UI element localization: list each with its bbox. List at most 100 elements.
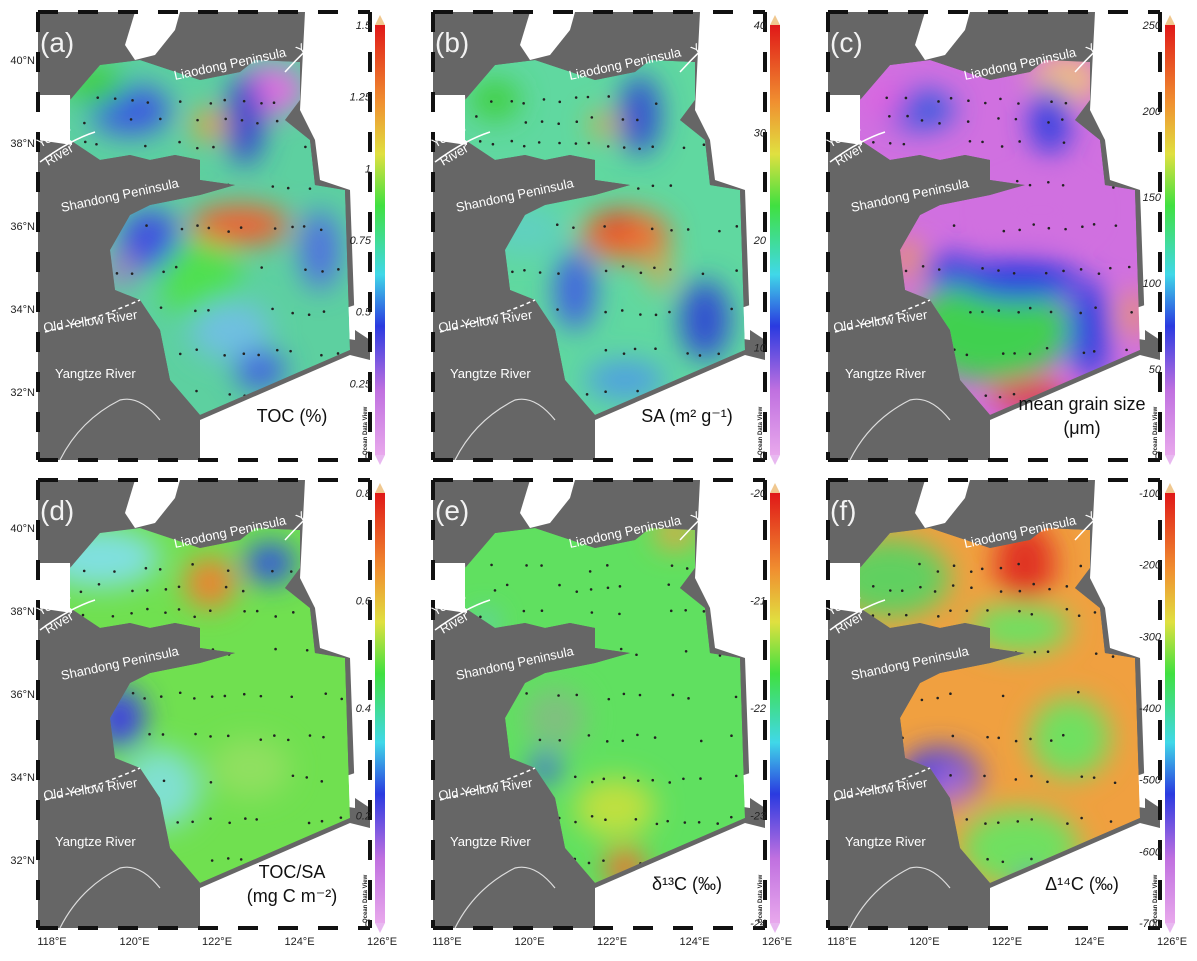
station <box>1094 306 1097 309</box>
panel-title: TOC (%) <box>257 406 328 426</box>
station <box>1066 608 1069 611</box>
field-patch <box>591 113 619 137</box>
station <box>337 268 340 271</box>
station <box>224 695 227 698</box>
station <box>1115 224 1118 227</box>
station <box>591 611 594 614</box>
station <box>652 185 655 188</box>
station <box>130 612 133 615</box>
station <box>997 737 1000 740</box>
station <box>918 563 921 566</box>
colorbar-tick-label: 0.2 <box>356 811 371 823</box>
station <box>196 147 199 150</box>
colorbar-tick-label: 1.25 <box>350 92 372 104</box>
station <box>1080 775 1083 778</box>
station <box>682 777 685 780</box>
station <box>1110 820 1113 823</box>
station <box>953 224 956 227</box>
watermark: Ocean Data View <box>758 406 764 455</box>
station <box>668 311 671 314</box>
map-panel: Liaodong PeninsulaYalujiangYellowRiverSh… <box>824 480 1187 948</box>
station <box>1018 229 1021 232</box>
station <box>934 590 937 593</box>
station <box>622 265 625 268</box>
station <box>255 818 258 821</box>
latitude-label: 40°N <box>10 523 35 535</box>
station <box>687 228 690 231</box>
longitude-label: 126°E <box>1157 936 1187 948</box>
colorbar-tick-label: 0.5 <box>356 307 372 319</box>
station <box>1095 652 1098 655</box>
station <box>1077 691 1080 694</box>
station <box>323 310 326 313</box>
station <box>98 583 101 586</box>
station <box>735 775 738 778</box>
station <box>1002 861 1005 864</box>
station <box>730 734 733 737</box>
station <box>525 692 528 695</box>
station <box>1066 585 1069 588</box>
station <box>273 734 276 737</box>
station <box>292 774 295 777</box>
colorbar-tick-label: 150 <box>1143 192 1162 204</box>
station <box>687 697 690 700</box>
station <box>539 739 542 742</box>
figure: Liaodong PeninsulaYalujiangYellowRiverSh… <box>0 0 1197 956</box>
station <box>240 226 243 229</box>
station <box>623 776 626 779</box>
station <box>181 228 184 231</box>
station <box>937 100 940 103</box>
colorbar-arrow <box>375 15 385 25</box>
station <box>1047 650 1050 653</box>
station <box>671 564 674 567</box>
station <box>225 586 228 589</box>
station <box>112 615 115 618</box>
colorbar-arrow <box>1165 923 1175 933</box>
panel-label: (a) <box>40 27 74 58</box>
station <box>227 857 230 860</box>
colorbar-tick-label: -200 <box>1139 560 1162 572</box>
field-patch <box>525 688 585 748</box>
field-patch <box>650 250 670 290</box>
colorbar-tick-label: 1.5 <box>356 20 372 32</box>
station <box>223 354 226 357</box>
station <box>322 736 325 739</box>
colorbar-tick-label: 0.25 <box>350 378 372 390</box>
station <box>163 779 166 782</box>
station <box>1029 353 1032 356</box>
station <box>636 734 639 737</box>
station <box>686 567 689 570</box>
field-patch <box>300 210 340 290</box>
station <box>1029 738 1032 741</box>
station <box>196 119 199 122</box>
station <box>179 691 182 694</box>
longitude-label: 124°E <box>284 936 314 948</box>
colorbar-arrow <box>375 455 385 465</box>
station <box>604 390 607 393</box>
map-panel: Liaodong PeninsulaYalujiangYellowRiverSh… <box>10 480 397 948</box>
station <box>668 781 671 784</box>
station <box>305 776 308 779</box>
station <box>889 142 892 145</box>
colorbar-tick-label: 200 <box>1142 106 1162 118</box>
station <box>637 779 640 782</box>
station <box>1015 778 1018 781</box>
station <box>620 648 623 651</box>
station <box>144 145 147 148</box>
station <box>621 739 624 742</box>
station <box>539 271 542 274</box>
station <box>308 313 311 316</box>
station <box>257 354 260 357</box>
colorbar-arrow <box>770 483 780 493</box>
station <box>321 820 324 823</box>
field-patch <box>1030 85 1070 155</box>
field-patch <box>960 260 1080 300</box>
station <box>670 610 673 613</box>
station <box>950 97 953 100</box>
colorbar-tick-label: -21 <box>750 596 766 608</box>
station <box>651 145 654 148</box>
station <box>666 820 669 823</box>
station <box>885 96 888 99</box>
station <box>889 589 892 592</box>
panel-label: (b) <box>435 27 469 58</box>
